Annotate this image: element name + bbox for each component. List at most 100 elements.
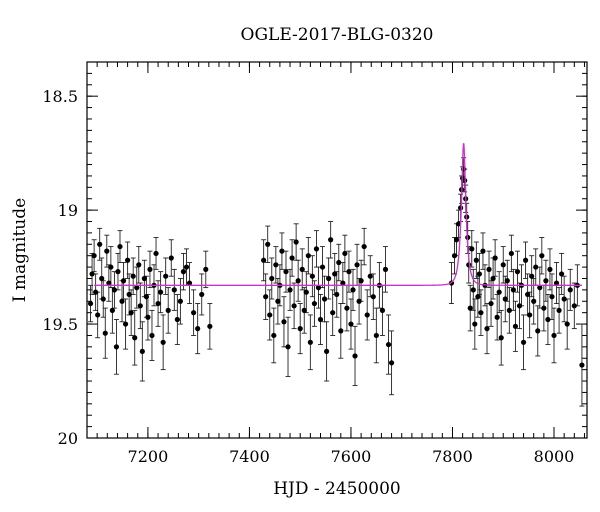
data-point <box>109 307 115 313</box>
data-point <box>102 330 108 336</box>
data-point <box>113 344 120 350</box>
data-point <box>545 316 551 323</box>
data-point <box>147 266 153 272</box>
data-point <box>305 253 311 259</box>
data-point <box>496 289 502 295</box>
data-point <box>177 298 184 304</box>
x-tick-label: 8000 <box>534 447 575 466</box>
data-point <box>267 312 273 318</box>
data-point <box>309 273 315 279</box>
data-point <box>559 271 565 277</box>
data-point <box>132 335 138 341</box>
data-point <box>328 237 334 243</box>
data-point <box>543 278 549 284</box>
data-point <box>348 321 354 327</box>
data-point <box>326 275 332 282</box>
data-point <box>478 310 484 316</box>
data-point <box>125 257 131 263</box>
data-point <box>293 239 299 245</box>
data-point <box>382 266 389 272</box>
data-point <box>373 332 379 339</box>
x-axis-label: HJD - 2450000 <box>273 479 401 499</box>
data-point <box>480 248 486 254</box>
data-point <box>143 294 149 300</box>
data-point <box>137 303 143 309</box>
data-point <box>516 303 523 309</box>
data-point <box>281 319 287 325</box>
data-points <box>87 166 585 368</box>
data-point <box>494 314 500 320</box>
data-point <box>488 300 494 307</box>
data-point <box>470 287 476 293</box>
data-point <box>512 323 519 329</box>
data-point <box>354 262 360 268</box>
data-point <box>261 257 267 263</box>
data-point <box>180 269 187 275</box>
data-point <box>273 262 279 268</box>
data-point <box>136 262 142 268</box>
data-point <box>269 275 275 282</box>
data-point <box>533 264 539 270</box>
data-point <box>91 253 97 259</box>
data-point <box>388 360 395 366</box>
data-point <box>171 287 177 293</box>
data-point <box>358 278 364 284</box>
data-point <box>564 321 570 327</box>
model-curve <box>94 143 582 286</box>
data-point <box>158 289 164 295</box>
data-point <box>510 287 516 293</box>
data-point <box>265 241 271 247</box>
data-point <box>97 241 103 247</box>
x-tick-label: 7800 <box>432 447 473 466</box>
data-point <box>473 257 479 263</box>
data-point <box>207 323 213 329</box>
data-point <box>549 294 555 300</box>
data-point <box>472 321 478 327</box>
data-point <box>476 271 482 277</box>
data-point <box>289 255 295 261</box>
data-point <box>186 280 193 286</box>
data-point <box>319 264 326 270</box>
data-point <box>190 310 197 316</box>
data-point <box>514 269 521 275</box>
data-point <box>95 312 101 318</box>
data-point <box>168 255 174 261</box>
data-point <box>520 339 527 345</box>
data-point <box>469 246 475 252</box>
tick-labels: 7200 7400 7600 7800 8000 18.5 19 19.5 20 <box>42 87 574 466</box>
data-point <box>352 353 358 359</box>
data-point <box>539 253 545 259</box>
data-point <box>451 253 458 259</box>
data-point <box>486 266 492 272</box>
data-point <box>295 278 301 284</box>
data-point <box>334 291 340 298</box>
data-point <box>498 335 504 341</box>
data-point <box>344 305 350 311</box>
axis-ticks <box>86 61 587 439</box>
data-point <box>160 339 166 345</box>
data-point <box>100 296 106 302</box>
data-point <box>361 243 367 250</box>
y-axis-label: I magnitude <box>10 198 30 302</box>
data-point <box>367 273 373 279</box>
data-point <box>332 271 338 277</box>
data-point <box>126 291 132 298</box>
data-point <box>99 275 105 282</box>
data-point <box>541 305 547 311</box>
data-point <box>128 310 134 316</box>
data-point <box>315 285 322 291</box>
data-point <box>531 298 537 304</box>
data-point <box>120 278 127 284</box>
data-point <box>506 307 512 313</box>
data-point <box>199 291 205 298</box>
data-point <box>313 246 320 252</box>
data-point <box>340 280 346 286</box>
y-tick-label: 19.5 <box>42 315 78 334</box>
data-point <box>490 275 496 282</box>
data-point <box>535 328 541 334</box>
data-point <box>571 303 577 309</box>
data-point <box>301 307 307 313</box>
data-point <box>122 321 129 327</box>
data-point <box>553 280 560 286</box>
